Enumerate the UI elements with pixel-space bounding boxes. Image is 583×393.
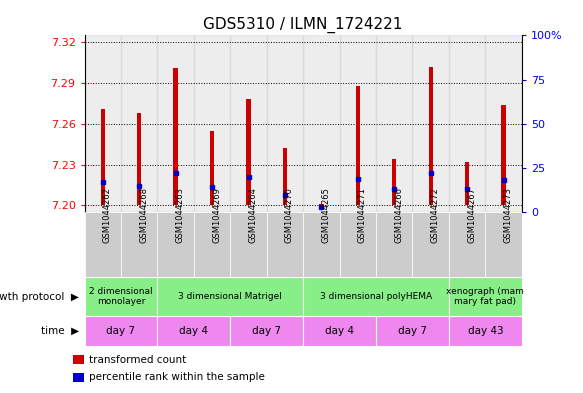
Text: transformed count: transformed count (89, 354, 186, 365)
Text: GSM1044272: GSM1044272 (431, 187, 440, 243)
Bar (157, 35, 194, 212)
Bar (230, 35, 266, 212)
Text: 3 dimensional Matrigel: 3 dimensional Matrigel (178, 292, 282, 301)
Text: xenograph (mam
mary fat pad): xenograph (mam mary fat pad) (447, 287, 524, 307)
Bar (73, 355, 84, 364)
Bar (339, 35, 376, 212)
Bar (303, 212, 339, 277)
Bar (376, 316, 449, 346)
Bar (194, 212, 230, 277)
Bar (303, 35, 339, 212)
Bar (356, 86, 360, 206)
Bar (339, 212, 376, 277)
Text: day 4: day 4 (325, 326, 354, 336)
Bar (121, 35, 157, 212)
Text: GSM1044268: GSM1044268 (139, 187, 148, 243)
Bar (501, 105, 505, 206)
Bar (230, 316, 303, 346)
Text: GSM1044262: GSM1044262 (103, 187, 112, 243)
Text: day 43: day 43 (468, 326, 503, 336)
Title: GDS5310 / ILMN_1724221: GDS5310 / ILMN_1724221 (203, 17, 403, 33)
Bar (194, 35, 230, 212)
Bar (319, 204, 324, 206)
Text: GSM1044273: GSM1044273 (504, 187, 512, 243)
Bar (412, 212, 449, 277)
Bar (100, 109, 105, 206)
Text: 3 dimensional polyHEMA: 3 dimensional polyHEMA (320, 292, 432, 301)
Text: 2 dimensional
monolayer: 2 dimensional monolayer (89, 287, 153, 307)
Text: time  ▶: time ▶ (41, 326, 79, 336)
Bar (376, 212, 412, 277)
Bar (210, 130, 215, 206)
Text: GSM1044266: GSM1044266 (394, 187, 403, 243)
Text: GSM1044265: GSM1044265 (321, 187, 331, 243)
Bar (485, 212, 522, 277)
Text: day 7: day 7 (107, 326, 135, 336)
Text: growth protocol  ▶: growth protocol ▶ (0, 292, 79, 302)
Bar (85, 277, 157, 316)
Bar (376, 35, 412, 212)
Text: GSM1044271: GSM1044271 (358, 187, 367, 243)
Text: GSM1044270: GSM1044270 (285, 187, 294, 243)
Bar (137, 113, 141, 206)
Bar (85, 316, 157, 346)
Bar (85, 212, 121, 277)
Bar (303, 277, 449, 316)
Bar (449, 35, 485, 212)
Bar (392, 159, 396, 206)
Bar (485, 35, 522, 212)
Bar (449, 316, 522, 346)
Text: GSM1044267: GSM1044267 (467, 187, 476, 243)
Text: day 7: day 7 (398, 326, 427, 336)
Bar (157, 277, 303, 316)
Text: day 7: day 7 (252, 326, 281, 336)
Text: percentile rank within the sample: percentile rank within the sample (89, 372, 265, 382)
Bar (246, 99, 251, 206)
Text: GSM1044263: GSM1044263 (175, 187, 185, 243)
Bar (412, 35, 449, 212)
Bar (465, 162, 469, 206)
Bar (449, 277, 522, 316)
Text: day 4: day 4 (180, 326, 208, 336)
Text: GSM1044269: GSM1044269 (212, 187, 221, 243)
Bar (283, 148, 287, 206)
Bar (85, 35, 121, 212)
Bar (230, 212, 266, 277)
Bar (449, 212, 485, 277)
Bar (157, 316, 230, 346)
Bar (121, 212, 157, 277)
Bar (266, 212, 303, 277)
Bar (266, 35, 303, 212)
Bar (303, 316, 376, 346)
Bar (157, 212, 194, 277)
Bar (174, 68, 178, 206)
Bar (73, 373, 84, 382)
Text: GSM1044264: GSM1044264 (248, 187, 258, 243)
Bar (429, 67, 433, 206)
